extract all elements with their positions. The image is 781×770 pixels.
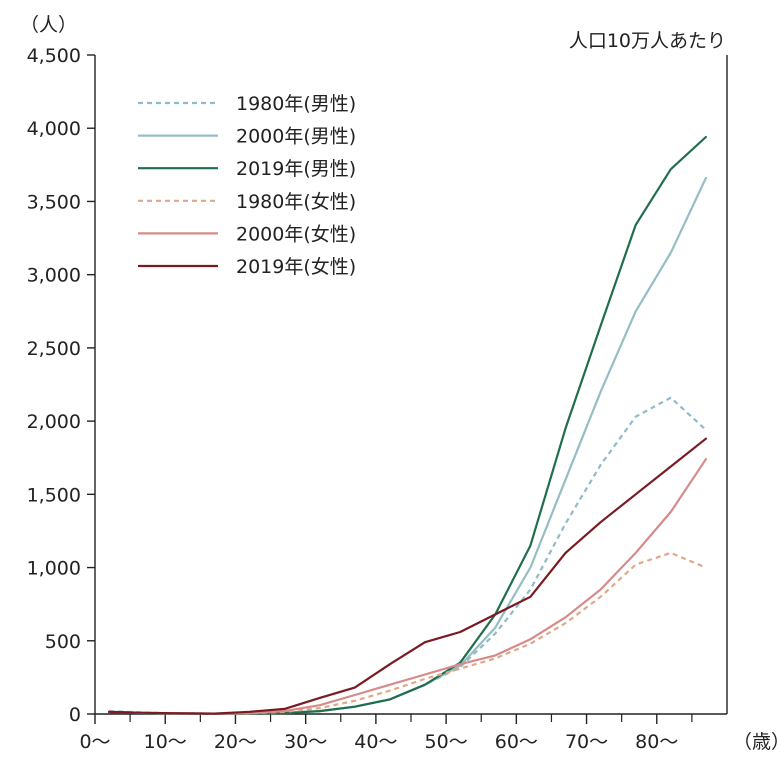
legend-label-3: 1980年(女性) xyxy=(236,191,356,213)
y-tick-label: 3,000 xyxy=(27,265,81,287)
y-ticks: 0 500 1,000 1,500 2,000 2,500 3,000 3,500 4,000 4… xyxy=(27,45,95,726)
y-unit-label: （人） xyxy=(20,14,77,36)
legend-label-2: 2019年(男性) xyxy=(236,158,356,180)
x-tick-label: 50〜 xyxy=(425,731,468,753)
legend: 1980年(男性) 2000年(男性) 2019年(男性) 1980年(女性) 2000… xyxy=(138,93,356,278)
series-line-3 xyxy=(108,551,707,715)
x-tick-label: 30〜 xyxy=(284,731,327,753)
x-tick-label: 70〜 xyxy=(565,731,608,753)
x-unit-label: （歳） xyxy=(733,731,781,753)
legend-label-5: 2019年(女性) xyxy=(236,256,356,278)
series-line-4 xyxy=(107,458,707,715)
series-line-5 xyxy=(107,437,707,715)
x-tick-label: 40〜 xyxy=(354,731,397,753)
series-line-2 xyxy=(107,135,707,715)
y-tick-label: 3,500 xyxy=(27,191,81,213)
y-tick-label: 1,500 xyxy=(27,484,81,506)
x-tick-label: 60〜 xyxy=(495,731,538,753)
y-tick-label: 4,500 xyxy=(27,45,81,67)
x-tick-label: 80〜 xyxy=(635,731,678,753)
x-tick-label: 20〜 xyxy=(214,731,257,753)
series-line-0 xyxy=(108,396,707,715)
y-tick-label: 500 xyxy=(45,631,81,653)
legend-label-0: 1980年(男性) xyxy=(236,93,356,115)
x-tick-label: 0〜 xyxy=(79,731,110,753)
y-tick-label: 0 xyxy=(69,704,81,726)
series-line-1 xyxy=(107,176,707,715)
legend-label-1: 2000年(男性) xyxy=(236,126,356,148)
series-lines xyxy=(107,135,707,715)
x-tick-label: 10〜 xyxy=(144,731,187,753)
y-tick-label: 2,000 xyxy=(27,411,81,433)
y-tick-label: 2,500 xyxy=(27,338,81,360)
x-ticks: 0〜 10〜 20〜 30〜 40〜 50〜 60〜 70〜 80〜 xyxy=(79,714,693,753)
y-tick-label: 1,000 xyxy=(27,558,81,580)
y-tick-label: 4,000 xyxy=(27,118,81,140)
chart-note: 人口10万人あたり xyxy=(569,30,726,52)
legend-label-4: 2000年(女性) xyxy=(236,223,356,245)
axes xyxy=(94,55,728,715)
